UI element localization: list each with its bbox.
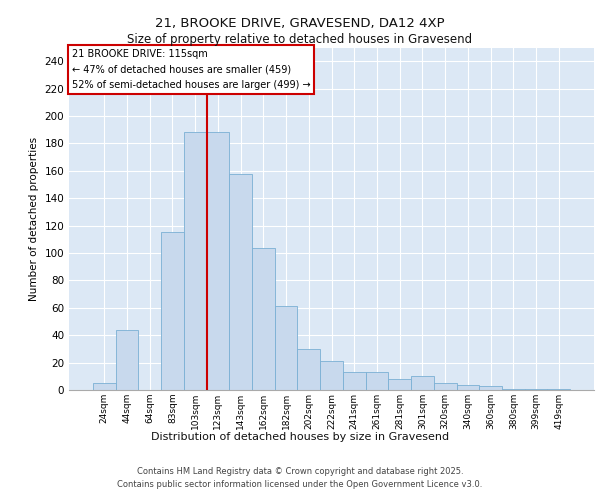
Bar [502,388,524,390]
Bar [116,330,139,390]
Bar [434,383,457,390]
Bar [93,383,116,390]
Bar [161,232,184,390]
Text: 21, BROOKE DRIVE, GRAVESEND, DA12 4XP: 21, BROOKE DRIVE, GRAVESEND, DA12 4XP [155,18,445,30]
Bar [343,372,365,390]
Bar [184,132,206,390]
Text: Contains HM Land Registry data © Crown copyright and database right 2025.
Contai: Contains HM Land Registry data © Crown c… [118,468,482,489]
Bar [547,388,570,390]
Bar [479,386,502,390]
Text: Size of property relative to detached houses in Gravesend: Size of property relative to detached ho… [127,32,473,46]
Bar [206,132,229,390]
Bar [298,349,320,390]
Bar [275,306,298,390]
Bar [411,376,434,390]
Bar [365,372,388,390]
Bar [457,384,479,390]
Text: 21 BROOKE DRIVE: 115sqm
← 47% of detached houses are smaller (459)
52% of semi-d: 21 BROOKE DRIVE: 115sqm ← 47% of detache… [71,49,310,90]
Bar [252,248,275,390]
Bar [524,388,547,390]
Text: Distribution of detached houses by size in Gravesend: Distribution of detached houses by size … [151,432,449,442]
Bar [229,174,252,390]
Y-axis label: Number of detached properties: Number of detached properties [29,136,39,301]
Bar [320,361,343,390]
Bar [388,379,411,390]
